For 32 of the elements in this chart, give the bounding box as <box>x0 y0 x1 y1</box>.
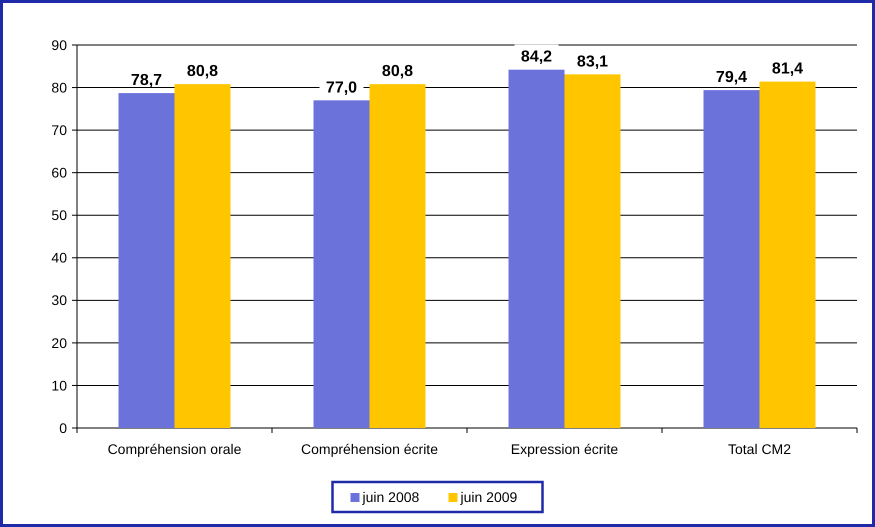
y-tick-label: 30 <box>51 292 68 308</box>
data-label: 80,8 <box>186 63 218 80</box>
x-tick-label: Compréhension orale <box>108 441 242 457</box>
data-label: 80,8 <box>382 63 414 80</box>
bar <box>508 70 564 428</box>
y-tick-label: 0 <box>59 420 68 436</box>
bar <box>704 90 760 428</box>
y-tick-label: 90 <box>51 36 68 53</box>
y-tick-label: 60 <box>51 164 68 181</box>
x-tick-label: Total CM2 <box>728 441 792 457</box>
bar <box>370 84 426 428</box>
x-tick-label: Expression écrite <box>510 441 618 457</box>
data-label: 79,4 <box>716 69 748 86</box>
x-tick-label: Compréhension écrite <box>301 441 438 457</box>
bar <box>314 100 370 428</box>
bar <box>760 82 816 428</box>
legend-label: juin 2008 <box>362 489 420 505</box>
y-tick-label: 80 <box>51 79 68 96</box>
y-tick-label: 70 <box>51 122 68 138</box>
y-tick-label: 50 <box>51 207 68 224</box>
data-label: 81,4 <box>772 60 804 78</box>
data-label: 78,7 <box>130 72 162 90</box>
data-label: 84,2 <box>520 48 552 66</box>
y-tick-label: 10 <box>51 377 68 394</box>
bar <box>174 84 230 428</box>
data-label: 83,1 <box>576 53 608 70</box>
data-label: 77,0 <box>326 79 358 96</box>
y-tick-label: 20 <box>51 334 68 351</box>
legend-label: juin 2009 <box>460 489 518 505</box>
bar <box>118 93 174 428</box>
y-tick-label: 40 <box>51 250 68 266</box>
bar <box>564 74 620 428</box>
